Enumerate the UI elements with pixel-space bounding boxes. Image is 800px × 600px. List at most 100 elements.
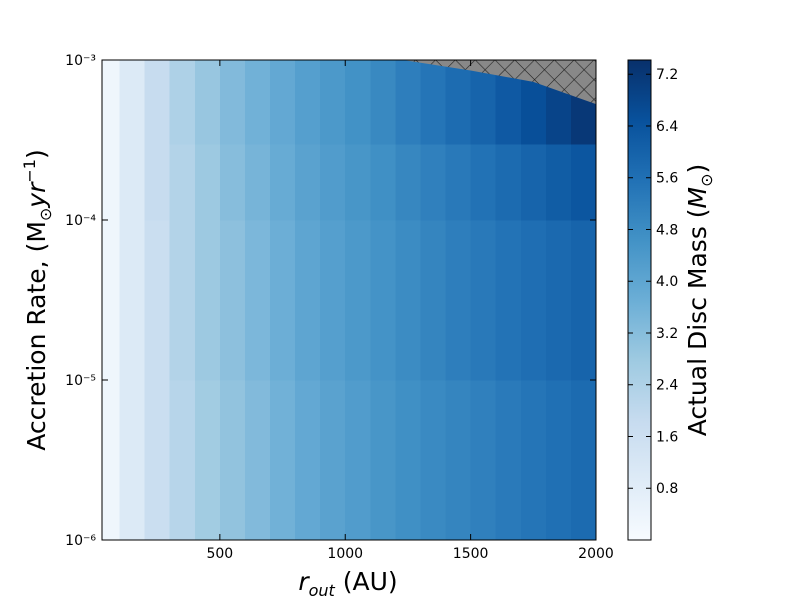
colorbar-tick-label: 5.6: [656, 171, 678, 187]
heatmap-cell: [495, 380, 522, 541]
heatmap-cell: [295, 143, 321, 221]
heatmap-cell: [169, 143, 196, 221]
heatmap-cell: [520, 220, 547, 381]
colorbar-tick-label: 6.4: [656, 119, 678, 135]
y-axis-label: Accretion Rate, (M⊙yr−1): [20, 149, 55, 450]
heatmap-cell: [102, 220, 121, 381]
heatmap-cell: [270, 380, 296, 541]
heatmap-cell: [470, 380, 497, 541]
x-tick-label: 2000: [578, 546, 614, 562]
heatmap-cell: [270, 220, 296, 381]
colorbar-tick-label: 7.2: [656, 67, 678, 83]
plot: 500 1000 1500 2000 10⁻⁶ 10⁻⁵ 10⁻⁴ 10⁻³ 0.8 1.6 2.4…: [65, 53, 678, 562]
heatmap-cell: [545, 380, 572, 541]
heatmap-cell: [270, 60, 296, 145]
heatmap-cell: [495, 143, 522, 221]
heatmap-cell: [102, 143, 121, 221]
heatmap-cell: [194, 380, 221, 541]
heatmap-cell: [420, 380, 447, 541]
heatmap-cell: [345, 60, 371, 145]
heatmap-cell: [194, 220, 221, 381]
plot-frame: [101, 59, 597, 541]
colorbar-tick-label: 1.6: [656, 429, 678, 445]
heatmap-cell: [102, 380, 121, 541]
heatmap-cell: [370, 220, 396, 381]
heatmap-cell: [470, 143, 497, 221]
heatmap-cell: [370, 60, 396, 145]
heatmap-cell: [395, 380, 422, 541]
heatmap-cell: [119, 220, 146, 381]
heatmap-cell: [345, 220, 371, 381]
heatmap-cell: [570, 380, 597, 541]
heatmap-cell: [144, 220, 171, 381]
heatmap-cell: [144, 380, 171, 541]
heatmap-cell: [345, 380, 371, 541]
heatmap-cell: [244, 220, 271, 381]
heatmap-cell: [244, 60, 271, 145]
heatmap-cell: [420, 220, 447, 381]
heatmap-cell: [244, 143, 271, 221]
heatmap-cell: [395, 143, 422, 221]
heatmap-cell: [144, 143, 171, 221]
heatmap-cell: [219, 380, 246, 541]
heatmap-cell: [470, 220, 497, 381]
y-tick-label: 10⁻³: [65, 53, 96, 69]
heatmap-cell: [102, 60, 121, 145]
heatmap-cell: [219, 220, 246, 381]
colorbar: [627, 59, 652, 541]
heatmap-cell: [169, 220, 196, 381]
heatmap-cell: [420, 143, 447, 221]
heatmap-cell: [445, 380, 472, 541]
y-tick-label: 10⁻⁴: [65, 213, 96, 229]
heatmap-cell: [345, 143, 371, 221]
heatmap-cell: [295, 60, 321, 145]
heatmap-cell: [194, 143, 221, 221]
heatmap-cell: [445, 143, 472, 221]
heatmap-cell: [570, 220, 597, 381]
heatmap-cell: [320, 380, 346, 541]
heatmap-cell: [395, 220, 422, 381]
heatmap-cell: [119, 380, 146, 541]
x-tick-label: 1500: [453, 546, 489, 562]
heatmap-cell: [395, 60, 422, 145]
heatmap-cell: [370, 143, 396, 221]
heatmap-cell: [119, 60, 146, 145]
y-tick-label: 10⁻⁶: [65, 533, 96, 549]
heatmap-cell: [420, 60, 447, 145]
colorbar-tick-label: 4.0: [656, 274, 678, 290]
colorbar-tick-label: 3.2: [656, 326, 678, 342]
heatmap-cell: [570, 143, 597, 221]
heatmap-cell: [370, 380, 396, 541]
heatmap-cell: [144, 60, 171, 145]
colorbar-label: Actual Disc Mass (M⊙): [683, 164, 716, 437]
heatmap-cell: [194, 60, 221, 145]
heatmap-cell: [295, 380, 321, 541]
heatmap-cell: [445, 60, 472, 145]
y-tick-label: 10⁻⁵: [65, 373, 96, 389]
heatmap-cell: [520, 380, 547, 541]
heatmap-cell: [445, 220, 472, 381]
colorbar-tick-label: 4.8: [656, 222, 678, 238]
heatmap-cell: [495, 220, 522, 381]
heatmap-cell: [545, 220, 572, 381]
heatmap-cell: [169, 380, 196, 541]
heatmap-cell: [520, 143, 547, 221]
heatmap-cell: [219, 60, 246, 145]
heatmap-cell: [545, 143, 572, 221]
x-tick-label: 500: [206, 546, 233, 562]
x-axis-label: rout (AU): [298, 567, 397, 600]
x-tick-label: 1000: [327, 546, 363, 562]
colorbar-tick-label: 2.4: [656, 378, 678, 394]
heatmap-cell: [169, 60, 196, 145]
heatmap-cell: [219, 143, 246, 221]
heatmap-cell: [295, 220, 321, 381]
heatmap-cell: [119, 143, 146, 221]
heatmap-cell: [320, 143, 346, 221]
heatmap-cell: [270, 143, 296, 221]
masked-region: [402, 60, 596, 105]
colorbar-tick-label: 0.8: [656, 481, 678, 497]
heatmap-cell: [244, 380, 271, 541]
heatmap-cell: [320, 220, 346, 381]
heatmap-cell: [320, 60, 346, 145]
